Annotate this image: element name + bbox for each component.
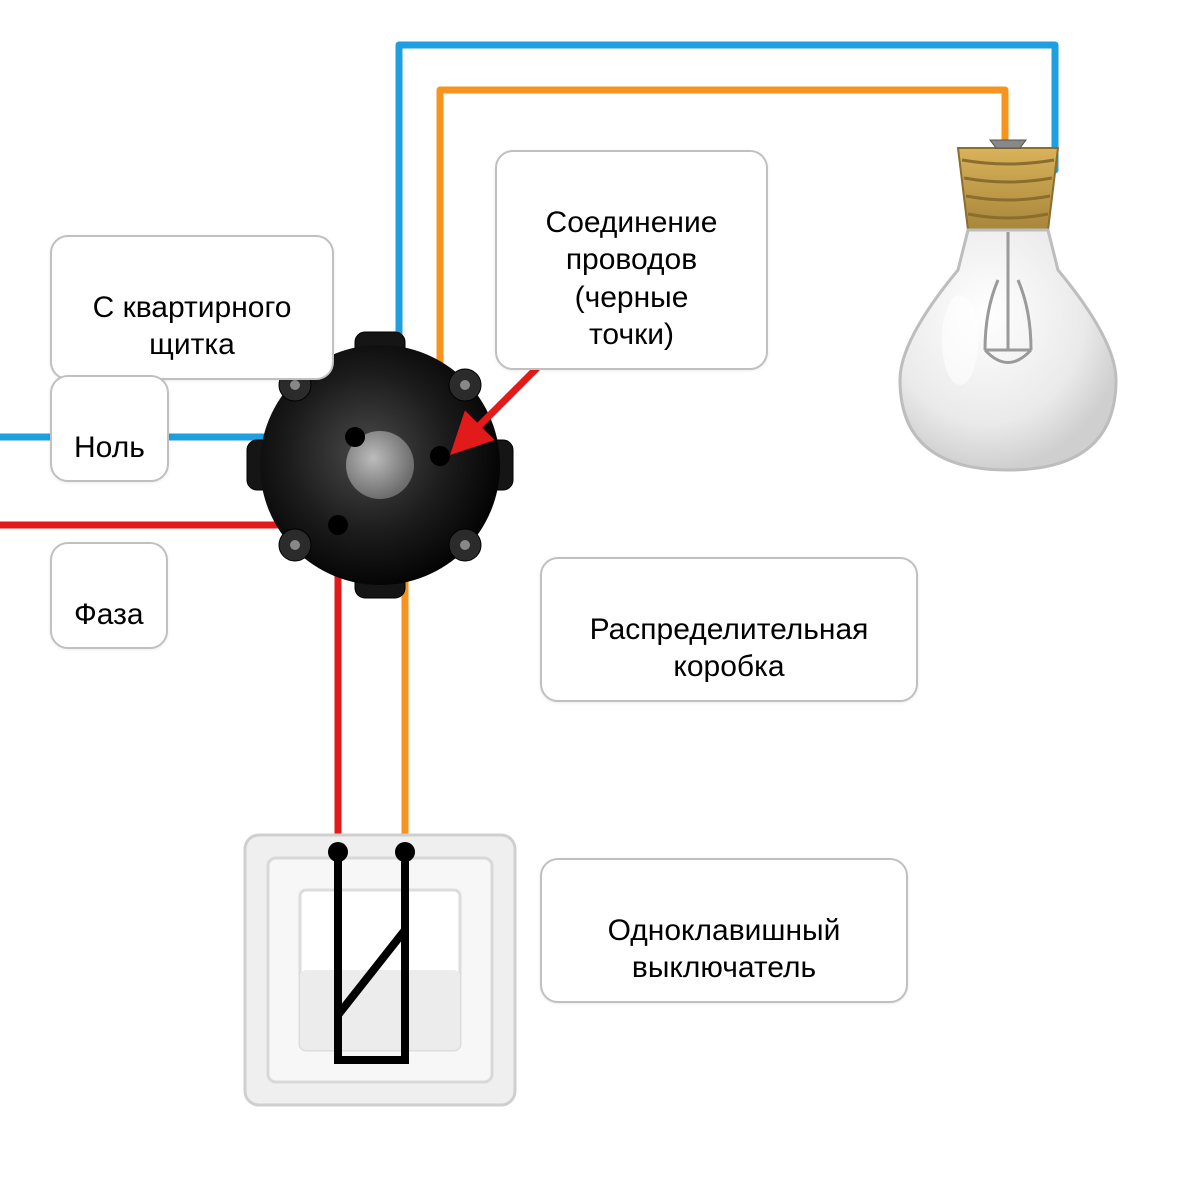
connection-dot [345,427,365,447]
label-text: Ноль [74,431,145,464]
connection-dot [430,446,450,466]
connection-dot [328,515,348,535]
label-text: Распределительная коробка [590,613,869,684]
label-phase: Фаза [50,542,168,649]
label-connection-points: Соединение проводов (черные точки) [495,150,768,370]
light-bulb [900,140,1116,470]
label-neutral: Ноль [50,375,169,482]
label-switch: Одноклавишный выключатель [540,858,908,1003]
label-text: Одноклавишный выключатель [608,914,841,985]
label-text: Фаза [74,598,144,631]
wall-switch [245,835,515,1105]
label-text: С квартирного щитка [93,291,292,362]
label-from-panel: С квартирного щитка [50,235,334,380]
label-text: Соединение проводов (черные точки) [546,206,718,352]
label-junction-box: Распределительная коробка [540,557,918,702]
